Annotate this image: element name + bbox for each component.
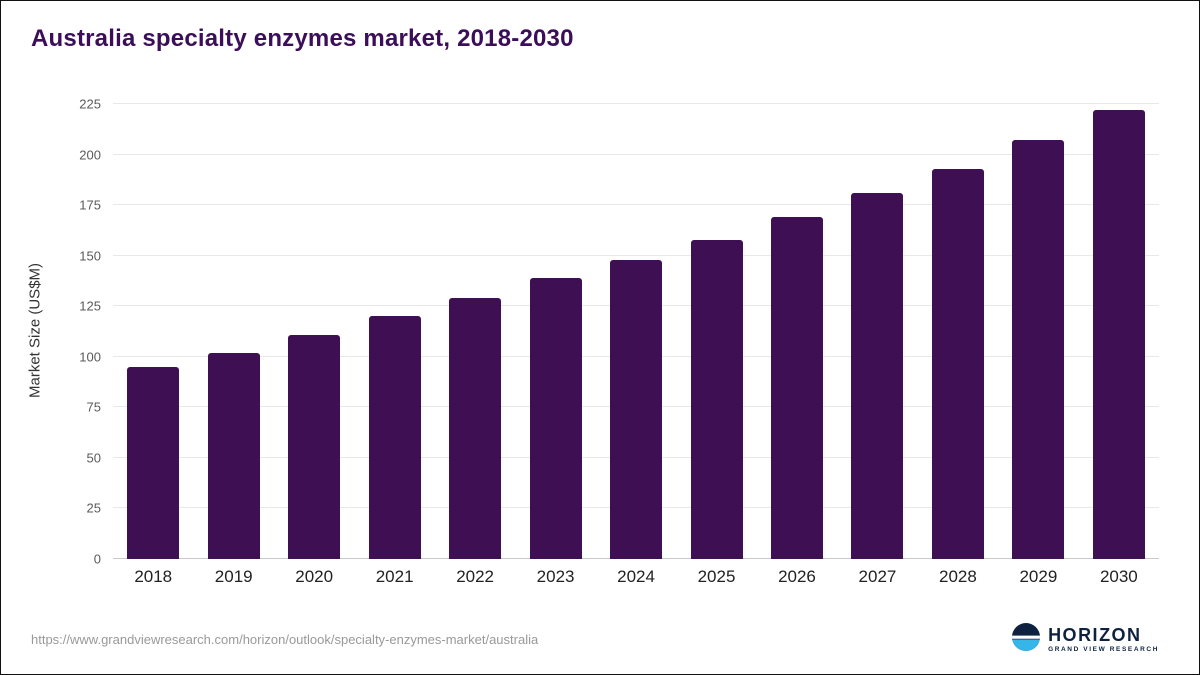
horizon-logo: HORIZON GRAND VIEW RESEARCH [1012,623,1159,656]
y-tick-label: 125 [79,298,101,314]
bar-2023 [529,277,582,559]
y-tick-label: 225 [79,96,101,112]
x-tick-label: 2020 [295,567,334,586]
bar-cell [676,104,756,559]
bar-2024 [610,259,663,559]
x-tick-label: 2018 [134,567,173,586]
bar-cell [515,104,595,559]
bar-cell [274,104,354,559]
y-tick-label: 100 [79,349,101,365]
x-tick-label: 2023 [536,567,575,586]
x-tick-label: 2025 [697,567,736,586]
y-tick-label: 75 [86,399,101,415]
bar-2018 [127,366,180,559]
bar-2020 [288,334,341,559]
x-tick-label: 2021 [375,567,414,586]
y-tick-label: 25 [86,500,101,516]
bar-2028 [931,168,984,559]
gridline [113,153,1159,155]
bar-2030 [1092,110,1145,559]
horizon-logo-icon [1012,623,1041,656]
gridline [113,254,1159,256]
chart-title: Australia specialty enzymes market, 2018… [31,25,574,52]
y-tick-label: 175 [79,197,101,213]
bar-2027 [851,192,904,559]
bar-series [113,104,1159,559]
bar-cell [918,104,998,559]
bar-cell [837,104,917,559]
bar-cell [193,104,273,559]
gridline [113,204,1159,206]
bar-2026 [770,217,823,559]
x-tick-label: 2022 [456,567,495,586]
y-axis-title: Market Size (US$M) [26,262,44,398]
bar-cell [1079,104,1159,559]
source-url: https://www.grandviewresearch.com/horizo… [31,632,539,647]
bar-cell [354,104,434,559]
bar-cell [998,104,1078,559]
x-tick-label: 2030 [1099,567,1138,586]
bar-2019 [207,352,260,559]
x-tick-label: 2028 [939,567,977,586]
bar-2025 [690,239,743,559]
y-tick-label: 150 [79,248,101,264]
x-tick-label: 2027 [858,567,897,586]
y-tick-label: 200 [79,147,101,163]
bar-cell [757,104,837,559]
bar-2021 [368,316,421,559]
logo-title: HORIZON [1048,624,1142,645]
gridline [113,103,1159,104]
logo-subtitle: GRAND VIEW RESEARCH [1048,645,1159,653]
bar-cell [435,104,515,559]
x-tick-label: 2026 [778,567,816,586]
footer: https://www.grandviewresearch.com/horizo… [31,623,1159,656]
bar-2022 [449,298,502,559]
x-tick-label: 2019 [214,567,253,586]
bar-cell [596,104,676,559]
x-axis-labels: 2018 2019 2020 2021 2022 2023 2024 2025 2026 2027… [113,567,1159,587]
logo-text: HORIZON GRAND VIEW RESEARCH [1048,626,1159,654]
plot-area: 0 25 50 75 100 125 150 175 200 225 [79,98,1159,566]
x-tick-label: 2024 [617,567,655,586]
y-tick-label: 0 [93,551,101,567]
bar-cell [113,104,193,559]
bar-2029 [1012,140,1065,559]
x-tick-label: 2029 [1019,567,1058,586]
y-tick-label: 50 [86,450,101,466]
